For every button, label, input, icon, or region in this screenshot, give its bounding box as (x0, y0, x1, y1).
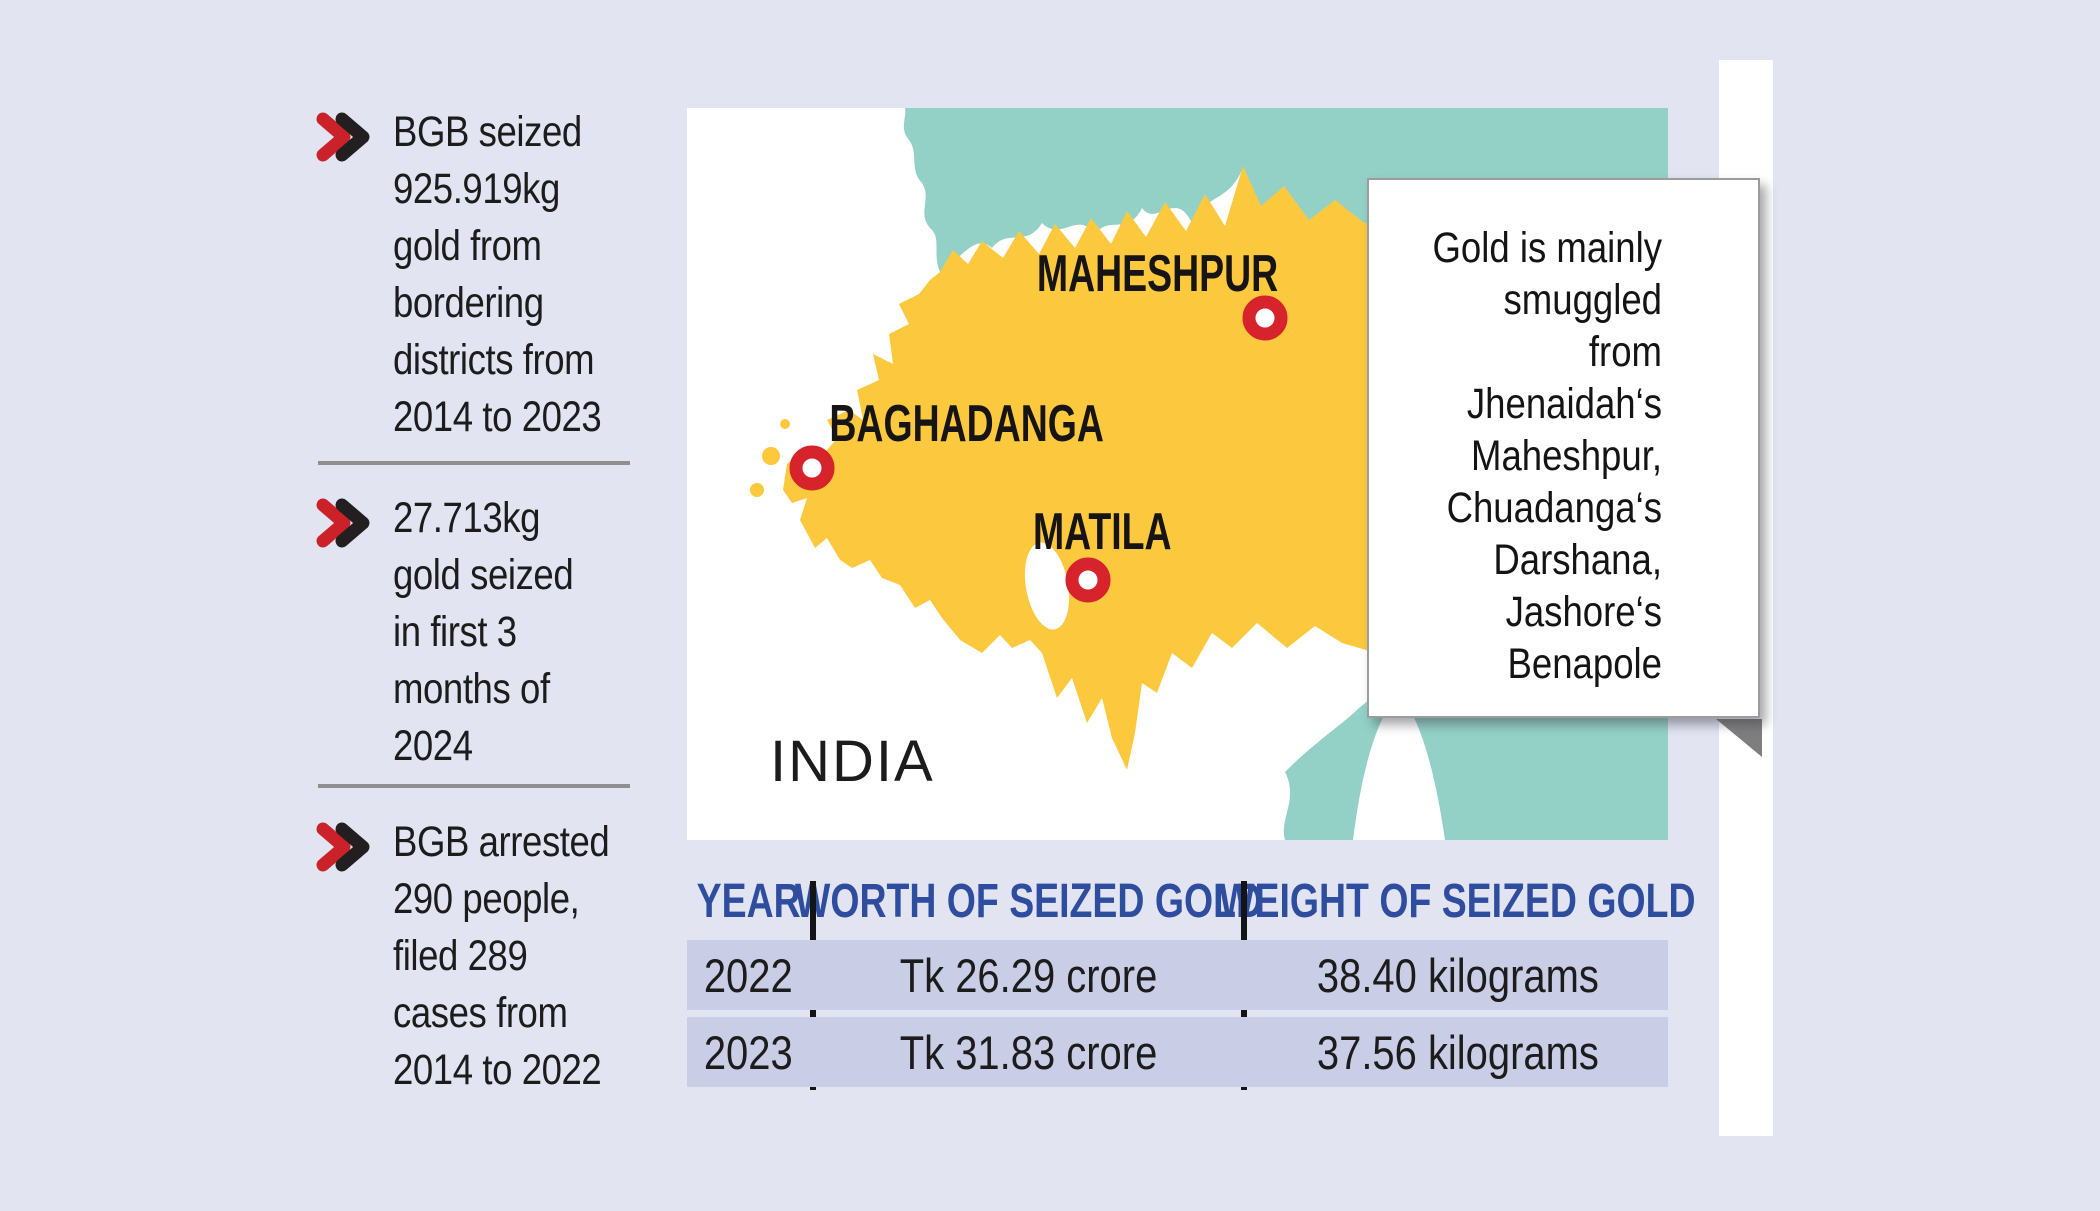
key-point-text-3: BGB arrested 290 people, filed 289 cases… (393, 818, 610, 1094)
map-label-baghadanga: BAGHADANGA (829, 395, 1104, 453)
district-islet (762, 447, 780, 465)
key-point-text-2: 27.713kg gold seized in first 3 months o… (393, 494, 574, 770)
border-notch (1353, 693, 1445, 840)
section-divider (318, 784, 630, 788)
double-chevron-icon (316, 112, 370, 162)
map-label-maheshpur: MAHESHPUR (1037, 245, 1279, 303)
matila-marker-icon (1065, 557, 1111, 603)
smuggling-note-callout: Gold is mainly smuggled from Jhenaidah‘s… (1367, 178, 1760, 718)
baghadanga-marker-icon (789, 445, 835, 491)
cell-year-2023: 2023 (704, 1025, 793, 1079)
neighbor-region-north (903, 108, 1668, 363)
cell-year-2022: 2022 (704, 948, 793, 1002)
cell-weight-2022: 38.40 kilograms (1316, 948, 1599, 1002)
cell-weight-2023: 37.56 kilograms (1316, 1025, 1599, 1079)
table-header-worth: WORTH OF SEIZED GOLD (794, 874, 1263, 928)
cell-worth-2022: Tk 26.29 crore (899, 948, 1158, 1002)
district-islet (750, 483, 764, 497)
table-header-year: YEAR (696, 874, 801, 928)
key-point-text-1: BGB seized 925.919kg gold from bordering… (393, 108, 602, 441)
section-divider (318, 461, 630, 465)
map-label-india: INDIA (770, 729, 935, 794)
table-row (687, 1017, 1668, 1087)
double-chevron-icon (316, 498, 370, 548)
callout-text: Gold is mainly smuggled from Jhenaidah‘s… (1432, 224, 1662, 688)
district-islet (780, 419, 790, 429)
table-header-weight: WEIGHT OF SEIZED GOLD (1219, 874, 1696, 928)
double-chevron-icon (316, 822, 370, 872)
table-row (687, 940, 1668, 1010)
cell-worth-2023: Tk 31.83 crore (899, 1025, 1158, 1079)
maheshpur-marker-icon (1242, 295, 1288, 341)
border-inlet (1024, 542, 1070, 630)
map-label-matila: MATILA (1032, 503, 1172, 561)
